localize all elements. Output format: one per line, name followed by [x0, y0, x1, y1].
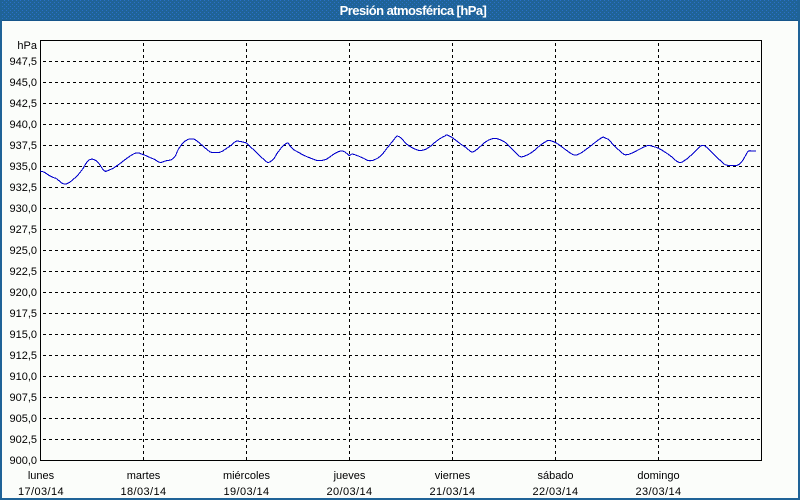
svg-text:940,0: 940,0: [9, 119, 37, 131]
svg-text:18/03/14: 18/03/14: [120, 486, 166, 498]
svg-text:917,5: 917,5: [9, 308, 37, 320]
svg-text:912,5: 912,5: [9, 350, 37, 362]
svg-text:sábado: sábado: [537, 470, 573, 482]
svg-text:23/03/14: 23/03/14: [635, 486, 681, 498]
svg-text:lunes: lunes: [28, 470, 55, 482]
svg-text:927,5: 927,5: [9, 224, 37, 236]
svg-text:21/03/14: 21/03/14: [429, 486, 475, 498]
svg-text:22/03/14: 22/03/14: [532, 486, 578, 498]
svg-text:930,0: 930,0: [9, 203, 37, 215]
svg-text:942,5: 942,5: [9, 98, 37, 110]
svg-text:905,0: 905,0: [9, 413, 37, 425]
svg-text:900,0: 900,0: [9, 455, 37, 467]
svg-text:902,5: 902,5: [9, 434, 37, 446]
svg-text:domingo: domingo: [637, 470, 679, 482]
svg-text:viernes: viernes: [435, 470, 471, 482]
svg-text:947,5: 947,5: [9, 56, 37, 68]
svg-text:20/03/14: 20/03/14: [326, 486, 372, 498]
svg-text:945,0: 945,0: [9, 77, 37, 89]
svg-text:925,0: 925,0: [9, 245, 37, 257]
svg-text:hPa: hPa: [17, 40, 37, 52]
svg-text:17/03/14: 17/03/14: [18, 486, 64, 498]
svg-text:19/03/14: 19/03/14: [223, 486, 269, 498]
svg-text:922,5: 922,5: [9, 266, 37, 278]
svg-text:920,0: 920,0: [9, 287, 37, 299]
svg-text:jueves: jueves: [333, 470, 366, 482]
svg-text:915,0: 915,0: [9, 329, 37, 341]
svg-text:miércoles: miércoles: [223, 470, 271, 482]
svg-text:935,0: 935,0: [9, 161, 37, 173]
svg-text:910,0: 910,0: [9, 371, 37, 383]
svg-text:937,5: 937,5: [9, 140, 37, 152]
svg-text:martes: martes: [127, 470, 161, 482]
svg-text:907,5: 907,5: [9, 392, 37, 404]
svg-text:932,5: 932,5: [9, 182, 37, 194]
